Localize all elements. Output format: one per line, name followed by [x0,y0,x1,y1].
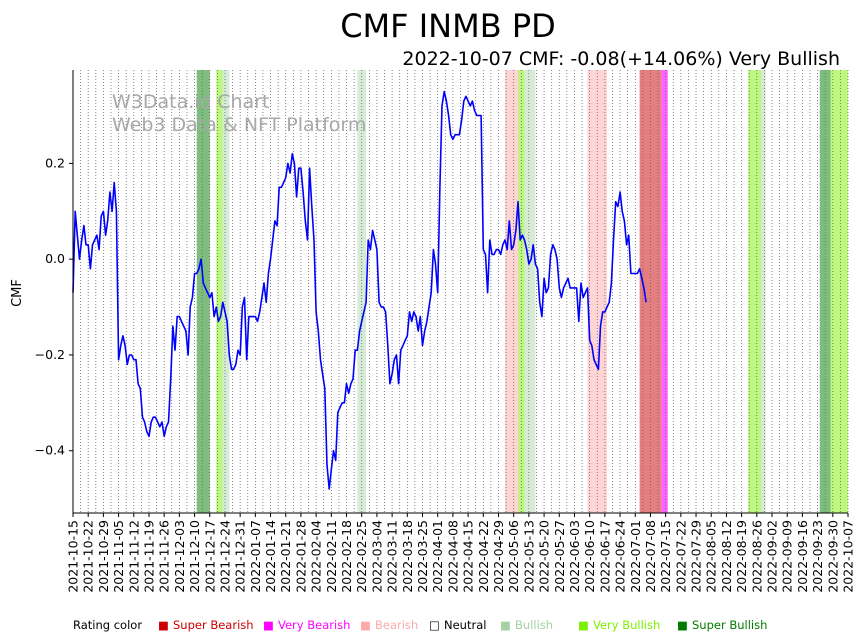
chart-subtitle: 2022-10-07 CMF: -0.08(+14.06%) Very Bull… [402,48,840,70]
legend-marker-5: ■ [578,618,589,632]
x-tick-label-8: 2021-12-10 [187,520,202,593]
x-tick-label-38: 2022-07-08 [643,520,658,593]
x-tick-label-33: 2022-06-03 [567,520,582,593]
x-tick-label-7: 2021-12-03 [172,520,187,593]
x-tick-label-12: 2022-01-07 [248,520,263,593]
x-tick-label-15: 2022-01-28 [293,520,308,593]
shaded-region-13 [830,70,848,513]
x-tick-label-22: 2022-03-18 [400,520,415,593]
x-tick-label-23: 2022-03-25 [415,520,430,593]
x-tick-label-24: 2022-04-01 [430,520,445,593]
legend-marker-1: ■ [263,618,274,632]
x-tick-label-1: 2021-10-22 [81,520,96,593]
x-tick-label-47: 2022-09-09 [780,520,795,593]
x-tick-label-16: 2022-02-04 [309,520,324,593]
shaded-region-8 [639,70,662,513]
x-tick-label-26: 2022-04-15 [461,520,476,593]
x-tick-label-28: 2022-04-29 [491,520,506,593]
legend-marker-6: ■ [677,618,688,632]
legend-label-6: Super Bullish [692,618,767,632]
legend-label-2: Bearish [375,618,418,632]
x-tick-label-49: 2022-09-23 [810,520,825,593]
legend-label-1: Very Bearish [278,618,350,632]
x-tick-label-40: 2022-07-22 [673,520,688,593]
shaded-region-3 [357,70,367,513]
x-tick-label-30: 2022-05-13 [521,520,536,593]
shaded-region-11 [761,70,766,513]
x-tick-label-31: 2022-05-20 [537,520,552,593]
x-tick-label-2: 2021-10-29 [96,520,111,593]
y-axis-label: CMF [10,279,25,307]
watermark-line-1: W3Data.io Chart [112,91,269,113]
shaded-region-6 [524,70,536,513]
legend-label-4: Bullish [515,618,553,632]
legend-title: Rating color [73,618,142,632]
x-tick-label-0: 2021-10-15 [66,520,81,593]
legend-label-0: Super Bearish [173,618,254,632]
x-tick-label-27: 2022-04-22 [476,520,491,593]
x-tick-label-19: 2022-02-25 [354,520,369,593]
x-tick-label-41: 2022-07-29 [689,520,704,593]
y-tick-label-2: −0.2 [35,347,65,362]
y-tick-label-3: −0.4 [35,443,65,458]
y-tick-label-0: 0.2 [45,155,65,170]
legend-marker-2: ■ [360,618,371,632]
shaded-region-10 [748,70,762,513]
x-tick-label-46: 2022-09-02 [765,520,780,593]
x-tick-label-35: 2022-06-17 [597,520,612,593]
shaded-region-2 [222,70,230,513]
x-tick-label-51: 2022-10-07 [841,520,856,593]
shaded-region-9 [661,70,668,513]
x-tick-label-10: 2021-12-24 [217,520,232,593]
x-tick-label-3: 2021-11-05 [111,520,126,593]
y-ticks: 0.2 0.0 −0.2 −0.4 [35,155,73,458]
x-tick-label-44: 2022-08-19 [734,520,749,593]
x-tick-label-42: 2022-08-05 [704,520,719,593]
x-tick-label-17: 2022-02-11 [324,520,339,593]
x-tick-label-32: 2022-05-27 [552,520,567,593]
x-tick-label-50: 2022-09-30 [825,520,840,593]
x-tick-label-20: 2022-03-04 [369,520,384,593]
x-tick-label-48: 2022-09-16 [795,520,810,593]
x-tick-label-11: 2021-12-31 [233,520,248,593]
watermark: W3Data.io Chart Web3 Data & NFT Platform [112,91,366,136]
chart-title: CMF INMB PD [340,7,556,45]
x-tick-label-14: 2022-01-21 [278,520,293,593]
x-tick-label-39: 2022-07-15 [658,520,673,593]
x-tick-label-13: 2022-01-14 [263,520,278,593]
x-tick-label-21: 2022-03-11 [385,520,400,593]
shaded-region-12 [819,70,831,513]
shaded-region-1 [216,70,223,513]
x-tick-label-36: 2022-06-24 [613,520,628,593]
watermark-line-2: Web3 Data & NFT Platform [112,114,366,136]
x-tick-label-25: 2022-04-08 [445,520,460,593]
legend-label-5: Very Bullish [593,618,660,632]
x-tick-label-37: 2022-07-01 [628,520,643,593]
vertical-grid [72,70,849,513]
shaded-region-4 [505,70,519,513]
x-tick-label-45: 2022-08-26 [749,520,764,593]
rating-shading [196,70,848,513]
legend-marker-0: ■ [158,618,169,632]
x-tick-label-18: 2022-02-18 [339,520,354,593]
axes [72,70,848,514]
x-tick-label-4: 2021-11-12 [126,520,141,593]
x-tick-label-5: 2021-11-19 [141,520,156,593]
x-ticks: 2021-10-15 2021-10-22 2021-10-29 2021-11-05… [66,513,856,593]
shaded-region-0 [196,70,210,513]
legend-marker-4: ■ [500,618,511,632]
x-tick-label-6: 2021-11-26 [157,520,172,593]
cmf-series-line [72,90,647,490]
y-tick-label-1: 0.0 [45,251,65,266]
x-tick-label-29: 2022-05-06 [506,520,521,593]
x-tick-label-43: 2022-08-12 [719,520,734,593]
rating-legend: Rating color ■ Super Bearish ■ Very Bearish ■… [73,618,767,632]
legend-marker-3: □ [429,618,440,632]
x-tick-label-9: 2021-12-17 [202,520,217,593]
shaded-region-5 [518,70,525,513]
legend-label-3: Neutral [444,618,486,632]
x-tick-label-34: 2022-06-10 [582,520,597,593]
shaded-region-7 [587,70,608,513]
